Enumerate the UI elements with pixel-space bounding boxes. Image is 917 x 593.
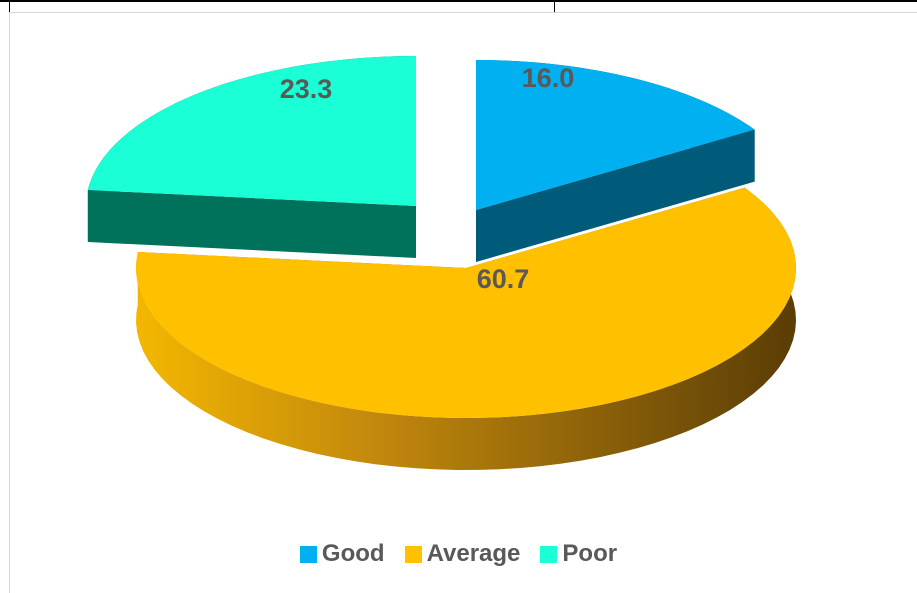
legend-item-good: Good (299, 540, 385, 568)
legend-label-good: Good (321, 540, 385, 567)
legend-item-average: Average (404, 540, 521, 568)
table-cell-divider-left (9, 0, 10, 12)
chart-area (9, 12, 917, 593)
legend-item-poor: Poor (540, 540, 617, 568)
legend-label-poor: Poor (562, 540, 618, 567)
legend-swatch-good (299, 545, 317, 563)
data-label-poor: 23.3 (280, 74, 333, 104)
pie-slice-poor (87, 55, 416, 258)
legend-swatch-average (404, 545, 422, 563)
legend-swatch-poor (540, 545, 558, 563)
pie-slice-average (136, 187, 797, 470)
top-border-rule (0, 0, 917, 2)
data-label-average: 60.7 (477, 264, 530, 294)
table-cell-divider-right (554, 0, 555, 12)
pie-slice-good (476, 60, 755, 262)
legend: Good Average Poor (0, 537, 917, 571)
data-label-good: 16.0 (522, 63, 575, 93)
legend-label-average: Average (426, 540, 521, 567)
